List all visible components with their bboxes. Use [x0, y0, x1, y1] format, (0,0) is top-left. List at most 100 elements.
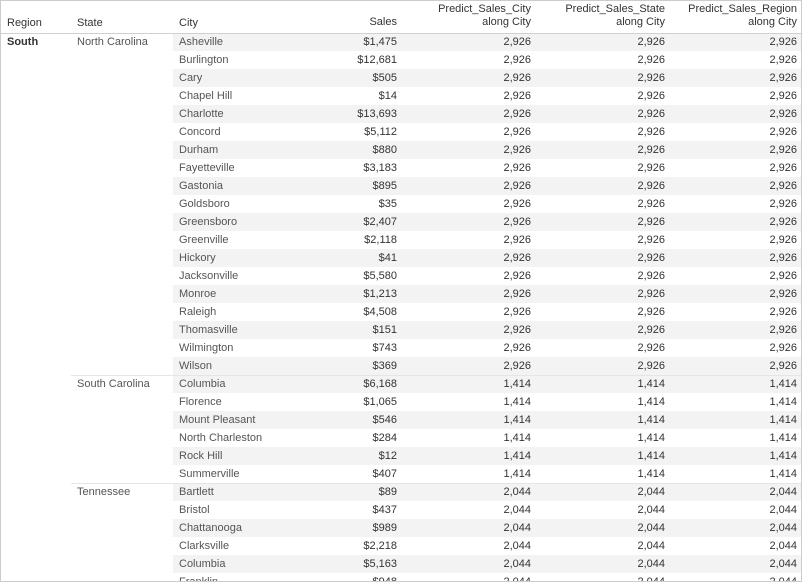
sales-cell: $3,183: [293, 159, 403, 177]
predict-state-cell: 2,926: [537, 303, 671, 321]
city-cell: Thomasville: [173, 321, 293, 339]
city-cell: Florence: [173, 393, 293, 411]
predict-city-cell: 2,044: [403, 483, 537, 501]
city-cell: Mount Pleasant: [173, 411, 293, 429]
predict-city-cell: 1,414: [403, 375, 537, 393]
predict-city-cell: 2,926: [403, 303, 537, 321]
city-cell: Raleigh: [173, 303, 293, 321]
city-cell: North Charleston: [173, 429, 293, 447]
predict-region-cell: 1,414: [671, 411, 802, 429]
predict-city-cell: 2,926: [403, 195, 537, 213]
col-city[interactable]: City: [173, 1, 293, 33]
city-cell: Asheville: [173, 33, 293, 51]
predict-state-cell: 2,926: [537, 249, 671, 267]
predict-state-cell: 1,414: [537, 447, 671, 465]
predict-city-cell: 2,926: [403, 213, 537, 231]
sales-cell: $505: [293, 69, 403, 87]
sales-cell: $14: [293, 87, 403, 105]
state-cell: North Carolina: [71, 33, 173, 375]
table-row[interactable]: South CarolinaColumbia$6,1681,4141,4141,…: [1, 375, 802, 393]
predict-city-cell: 2,926: [403, 231, 537, 249]
predict-state-cell: 1,414: [537, 429, 671, 447]
table-container: Region State City Sales Predict_Sales_Ci…: [0, 0, 802, 582]
predict-state-cell: 2,926: [537, 339, 671, 357]
sales-cell: $6,168: [293, 375, 403, 393]
predict-city-cell: 2,926: [403, 249, 537, 267]
predict-city-cell: 2,926: [403, 105, 537, 123]
predict-region-cell: 2,926: [671, 159, 802, 177]
city-cell: Jacksonville: [173, 267, 293, 285]
sales-cell: $12: [293, 447, 403, 465]
sales-cell: $2,218: [293, 537, 403, 555]
predict-city-cell: 2,044: [403, 537, 537, 555]
col-state[interactable]: State: [71, 1, 173, 33]
city-cell: Chapel Hill: [173, 87, 293, 105]
city-cell: Bristol: [173, 501, 293, 519]
predict-state-cell: 1,414: [537, 465, 671, 483]
predict-city-cell: 2,926: [403, 33, 537, 51]
sales-cell: $5,580: [293, 267, 403, 285]
city-cell: Burlington: [173, 51, 293, 69]
col-predict-city[interactable]: Predict_Sales_City along City: [403, 1, 537, 33]
city-cell: Wilmington: [173, 339, 293, 357]
predict-state-cell: 2,044: [537, 573, 671, 582]
predict-state-cell: 2,926: [537, 87, 671, 105]
sales-cell: $1,475: [293, 33, 403, 51]
predict-region-cell: 2,044: [671, 573, 802, 582]
city-cell: Concord: [173, 123, 293, 141]
city-cell: Summerville: [173, 465, 293, 483]
predict-city-cell: 1,414: [403, 429, 537, 447]
city-cell: Fayetteville: [173, 159, 293, 177]
predict-region-cell: 2,926: [671, 51, 802, 69]
sales-cell: $743: [293, 339, 403, 357]
predict-city-cell: 2,926: [403, 321, 537, 339]
sales-cell: $369: [293, 357, 403, 375]
predict-state-cell: 2,044: [537, 483, 671, 501]
predict-city-cell: 2,926: [403, 285, 537, 303]
predict-region-cell: 2,044: [671, 537, 802, 555]
predict-region-cell: 1,414: [671, 375, 802, 393]
predict-region-cell: 2,926: [671, 339, 802, 357]
predict-region-cell: 2,926: [671, 141, 802, 159]
predict-city-cell: 1,414: [403, 411, 537, 429]
predict-city-cell: 2,926: [403, 123, 537, 141]
city-cell: Durham: [173, 141, 293, 159]
sales-cell: $2,118: [293, 231, 403, 249]
predict-region-cell: 2,044: [671, 501, 802, 519]
predict-region-cell: 2,926: [671, 249, 802, 267]
predict-city-cell: 2,926: [403, 357, 537, 375]
sales-cell: $1,065: [293, 393, 403, 411]
region-cell: South: [1, 33, 71, 582]
predict-state-cell: 2,926: [537, 231, 671, 249]
city-cell: Gastonia: [173, 177, 293, 195]
predict-city-cell: 1,414: [403, 393, 537, 411]
predict-region-cell: 2,044: [671, 555, 802, 573]
sales-cell: $546: [293, 411, 403, 429]
city-cell: Rock Hill: [173, 447, 293, 465]
predict-region-cell: 1,414: [671, 447, 802, 465]
city-cell: Chattanooga: [173, 519, 293, 537]
col-sales[interactable]: Sales: [293, 1, 403, 33]
predict-region-cell: 2,926: [671, 321, 802, 339]
city-cell: Monroe: [173, 285, 293, 303]
state-cell: South Carolina: [71, 375, 173, 483]
predict-city-cell: 1,414: [403, 447, 537, 465]
city-cell: Columbia: [173, 375, 293, 393]
col-predict-region[interactable]: Predict_Sales_Region along City: [671, 1, 802, 33]
predict-region-cell: 2,926: [671, 231, 802, 249]
predict-state-cell: 2,044: [537, 501, 671, 519]
sales-cell: $13,693: [293, 105, 403, 123]
sales-cell: $151: [293, 321, 403, 339]
predict-state-cell: 2,926: [537, 213, 671, 231]
col-predict-state[interactable]: Predict_Sales_State along City: [537, 1, 671, 33]
predict-city-cell: 2,926: [403, 141, 537, 159]
predict-region-cell: 2,926: [671, 195, 802, 213]
predict-state-cell: 2,926: [537, 33, 671, 51]
predict-state-cell: 1,414: [537, 411, 671, 429]
predict-state-cell: 2,926: [537, 105, 671, 123]
table-row[interactable]: SouthNorth CarolinaAsheville$1,4752,9262…: [1, 33, 802, 51]
city-cell: Greensboro: [173, 213, 293, 231]
col-region[interactable]: Region: [1, 1, 71, 33]
table-row[interactable]: TennesseeBartlett$892,0442,0442,044: [1, 483, 802, 501]
sales-cell: $4,508: [293, 303, 403, 321]
